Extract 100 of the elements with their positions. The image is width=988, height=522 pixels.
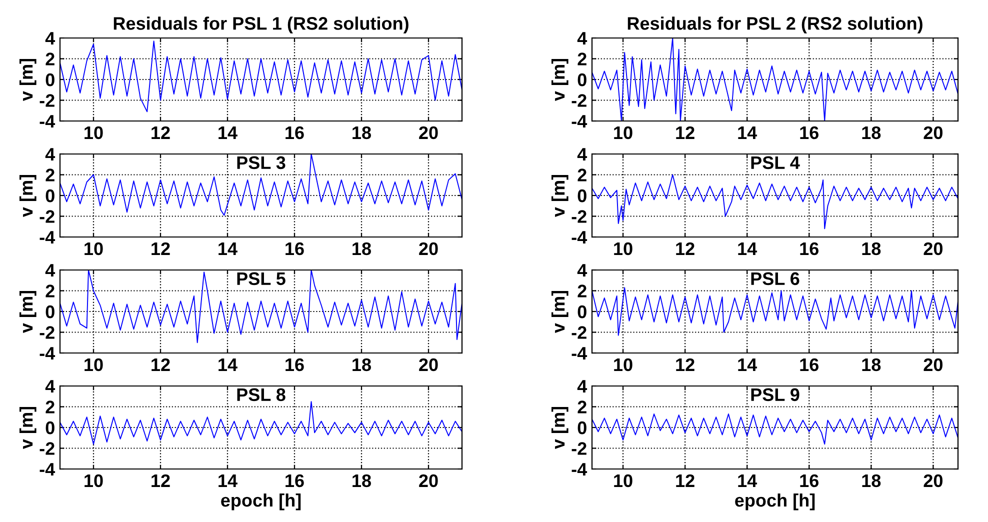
x-tick-label: 14	[218, 474, 238, 487]
y-tick-label: 2	[578, 400, 586, 414]
chart-title: PSL 4	[751, 156, 800, 170]
y-tick-label: 2	[46, 168, 54, 182]
y-tick-label: 4	[577, 32, 588, 45]
y-tick-label: -4	[572, 231, 588, 244]
y-tick-label: -4	[572, 463, 588, 476]
y-tick-label: 4	[577, 264, 588, 277]
y-tick-label: -2	[572, 442, 586, 455]
y-axis-title: v [m]	[19, 58, 36, 101]
y-tick-label: 4	[577, 148, 588, 161]
y-tick-label: 0	[578, 73, 586, 86]
x-tick-label: 14	[738, 474, 758, 487]
x-tick-label: 18	[352, 474, 371, 488]
x-tick-label: 16	[286, 126, 304, 140]
x-tick-label: 16	[286, 474, 304, 488]
x-tick-label: 16	[800, 474, 819, 488]
y-tick-label: 0	[46, 189, 54, 202]
x-tick-label: 20	[924, 358, 942, 372]
chart-title: PSL 5	[237, 272, 286, 286]
y-tick-label: 4	[45, 148, 56, 161]
line-series	[592, 287, 958, 336]
y-tick-label: -2	[572, 210, 586, 223]
chart-title: Residuals for PSL 1 (RS2 solution)	[114, 16, 408, 34]
y-tick-label: -4	[572, 115, 588, 128]
line-series	[60, 401, 462, 445]
x-tick-label: 12	[676, 242, 694, 255]
x-tick-label: 18	[352, 126, 371, 140]
y-axis-title: v [m]	[19, 174, 36, 217]
y-tick-label: 4	[45, 264, 56, 277]
y-tick-label: -4	[572, 347, 588, 360]
x-tick-label: 10	[614, 474, 632, 488]
x-tick-label: 10	[614, 358, 632, 372]
x-tick-label: 14	[218, 126, 238, 139]
y-tick-label: -2	[572, 94, 586, 107]
y-tick-label: 0	[46, 421, 54, 434]
y-tick-label: 2	[578, 52, 586, 66]
line-series	[592, 174, 958, 230]
x-tick-label: 12	[152, 242, 170, 255]
y-axis-title: v [m]	[551, 58, 568, 101]
x-tick-label: 18	[862, 474, 881, 488]
x-tick-label: 20	[924, 474, 942, 488]
y-tick-label: -2	[572, 326, 586, 339]
chart-title: PSL 3	[237, 156, 286, 170]
y-tick-label: -4	[40, 115, 56, 128]
x-tick-label: 16	[286, 358, 304, 372]
x-tick-label: 20	[419, 358, 438, 372]
y-tick-label: 0	[578, 189, 586, 202]
x-tick-label: 10	[614, 126, 632, 140]
line-series	[592, 414, 958, 445]
x-tick-label: 18	[352, 358, 371, 372]
y-tick-label: 0	[578, 305, 586, 318]
x-tick-label: 12	[676, 126, 694, 139]
chart-title: PSL 9	[751, 388, 800, 402]
x-tick-label: 12	[152, 126, 170, 139]
x-tick-label: 12	[676, 358, 694, 371]
x-tick-label: 18	[862, 126, 881, 140]
line-series	[592, 38, 958, 121]
x-tick-label: 20	[924, 126, 942, 140]
y-tick-label: 2	[578, 168, 586, 182]
y-axis-title: v [m]	[551, 406, 568, 449]
y-tick-label: -2	[40, 326, 54, 339]
x-tick-label: 18	[352, 242, 371, 256]
y-tick-label: -2	[40, 442, 54, 455]
y-tick-label: -4	[40, 347, 56, 360]
y-tick-label: 0	[46, 73, 54, 86]
x-tick-label: 12	[676, 474, 694, 487]
chart-title: Residuals for PSL 2 (RS2 solution)	[628, 16, 922, 34]
x-tick-label: 14	[218, 358, 238, 371]
y-axis-title: v [m]	[19, 406, 36, 449]
x-tick-label: 10	[84, 358, 103, 372]
y-tick-label: -4	[40, 463, 56, 476]
y-tick-label: -2	[40, 210, 54, 223]
y-tick-label: 2	[46, 284, 54, 298]
x-tick-label: 20	[419, 474, 438, 488]
line-series	[60, 40, 462, 112]
x-tick-label: 14	[738, 126, 758, 139]
chart-title: PSL 6	[751, 272, 800, 286]
y-axis-title: v [m]	[551, 174, 568, 217]
x-tick-label: 10	[84, 126, 103, 140]
x-tick-label: 14	[738, 358, 758, 371]
x-tick-label: 20	[924, 242, 942, 256]
y-tick-label: 4	[577, 380, 588, 393]
y-axis-title: v [m]	[551, 290, 568, 333]
y-tick-label: -2	[40, 94, 54, 107]
y-axis-title: v [m]	[19, 290, 36, 333]
x-tick-label: 20	[419, 126, 438, 140]
x-tick-label: 10	[84, 242, 103, 256]
x-axis-title: epoch [h]	[221, 493, 301, 510]
y-tick-label: 4	[45, 380, 56, 393]
x-tick-label: 14	[218, 242, 238, 255]
x-tick-label: 12	[152, 358, 170, 371]
x-axis-title: epoch [h]	[735, 493, 815, 510]
y-tick-label: 0	[578, 421, 586, 434]
x-tick-label: 14	[738, 242, 758, 255]
x-tick-label: 16	[286, 242, 304, 256]
x-tick-label: 16	[800, 358, 819, 372]
y-tick-label: 2	[578, 284, 586, 298]
x-tick-label: 20	[419, 242, 438, 256]
chart-title: PSL 8	[237, 388, 286, 402]
